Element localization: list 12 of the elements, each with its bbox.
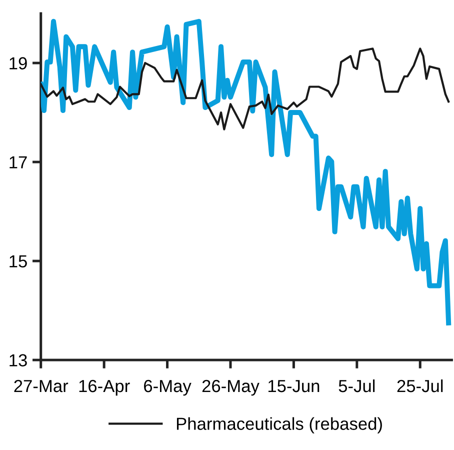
x-tick-label: 25-Jul bbox=[397, 379, 443, 392]
x-tick-label: 26-May bbox=[202, 380, 260, 396]
legend-label: Pharmaceuticals (rebased) bbox=[176, 417, 382, 434]
x-tick-label: 16-Apr bbox=[79, 380, 130, 396]
x-tick-label: 6-May bbox=[144, 380, 192, 396]
y-tick-label: 15 bbox=[10, 255, 27, 268]
x-tick-label: 15-Jun bbox=[268, 380, 320, 392]
y-tick-label: 13 bbox=[10, 354, 27, 366]
y-tick-label: 17 bbox=[10, 156, 27, 168]
y-tick-label: 19 bbox=[10, 57, 27, 70]
x-tick-label: 5-Jul bbox=[338, 379, 375, 392]
x-tick-label: 27-Mar bbox=[14, 380, 68, 392]
